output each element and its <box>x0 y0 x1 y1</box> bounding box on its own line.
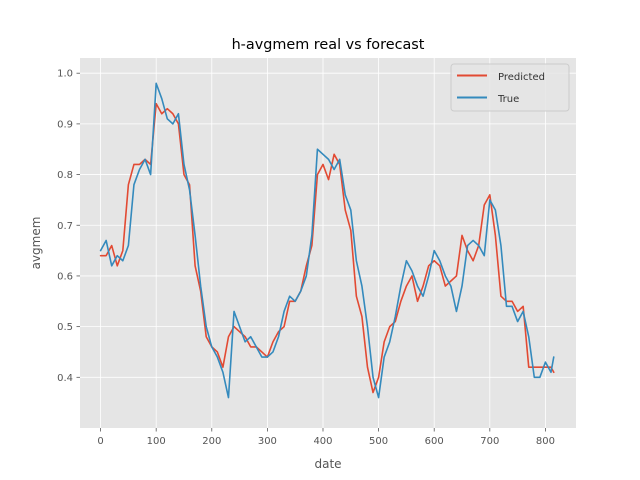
legend-label-true: True <box>497 94 519 105</box>
series-line-true <box>99 82 555 399</box>
legend: Predicted True <box>450 63 570 112</box>
x-tick-label: 500 <box>369 436 388 447</box>
y-tick-label: 0.7 <box>57 221 73 232</box>
x-tick-label: 0 <box>97 436 103 447</box>
x-tick-label: 600 <box>425 436 444 447</box>
x-tick-label: 100 <box>147 436 166 447</box>
x-tick-label: 200 <box>202 436 221 447</box>
y-axis-ticks: 0.4 0.5 0.6 0.7 0.8 0.9 1.0 <box>57 69 80 384</box>
series-line-predicted <box>99 102 555 394</box>
chart-title: h-avgmem real vs forecast <box>232 37 425 53</box>
y-tick-label: 0.6 <box>57 271 73 282</box>
plot-area <box>80 58 576 428</box>
y-tick-label: 0.8 <box>57 170 73 181</box>
legend-label-predicted: Predicted <box>498 72 545 83</box>
x-tick-label: 700 <box>480 436 499 447</box>
series-layer <box>99 82 555 399</box>
y-tick-label: 0.5 <box>57 322 73 333</box>
y-tick-label: 1.0 <box>57 69 73 80</box>
x-tick-label: 800 <box>536 436 555 447</box>
x-axis-ticks: 0 100 200 300 400 500 600 700 800 <box>97 428 555 447</box>
x-tick-label: 400 <box>313 436 332 447</box>
y-tick-label: 0.4 <box>57 373 73 384</box>
x-tick-label: 300 <box>258 436 277 447</box>
y-tick-label: 0.9 <box>57 119 73 130</box>
x-axis-label: date <box>314 457 341 471</box>
y-axis-label: avgmem <box>29 217 43 270</box>
